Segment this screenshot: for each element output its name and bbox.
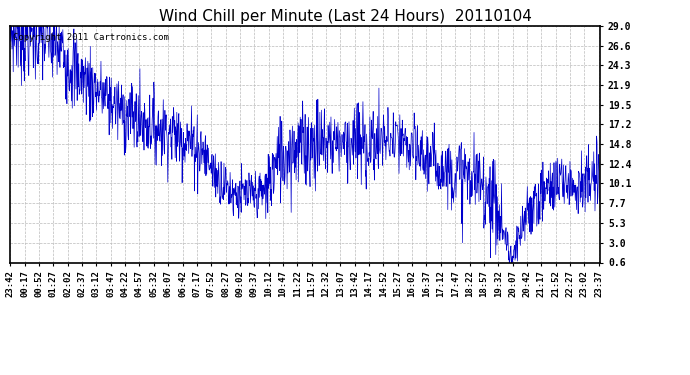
Text: Wind Chill per Minute (Last 24 Hours)  20110104: Wind Chill per Minute (Last 24 Hours) 20…: [159, 9, 531, 24]
Text: Copyright 2011 Cartronics.com: Copyright 2011 Cartronics.com: [13, 33, 169, 42]
